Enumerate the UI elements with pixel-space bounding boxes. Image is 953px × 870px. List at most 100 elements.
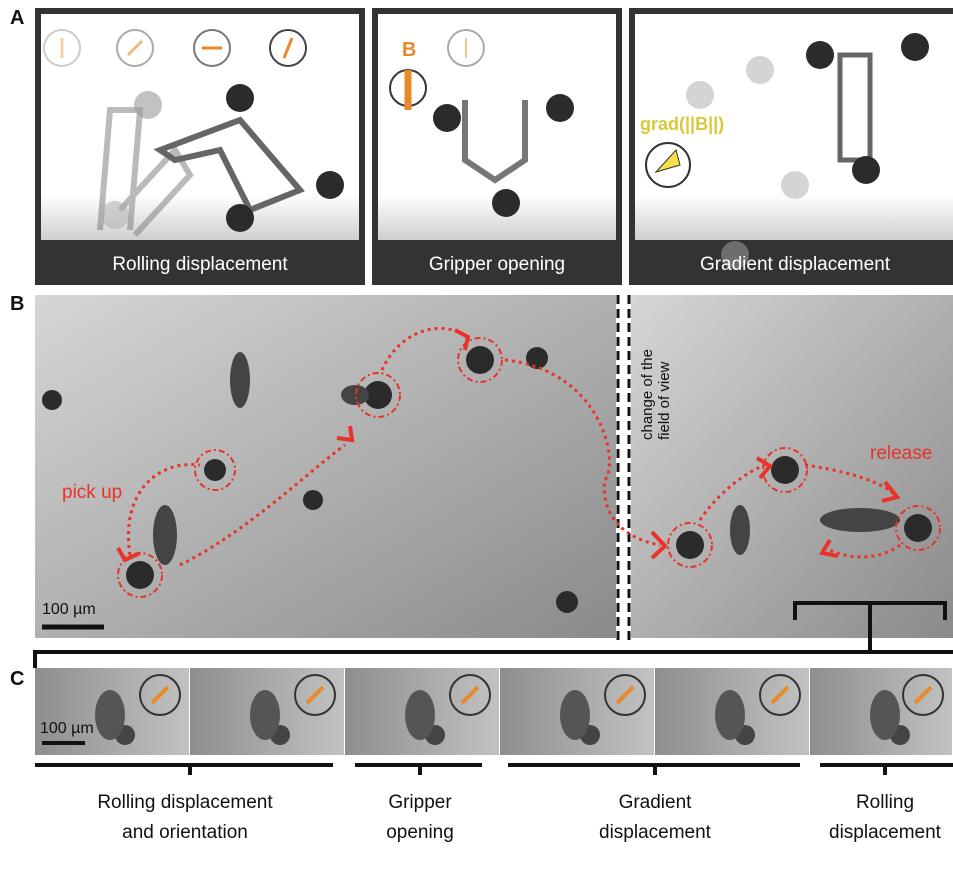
figure-shape [604, 674, 646, 716]
step-caption: opening [386, 822, 454, 843]
figure-shape [250, 690, 280, 740]
figure-shape [193, 29, 231, 67]
figure-shape [126, 39, 144, 57]
figure-shape [560, 690, 590, 740]
step-caption: displacement [829, 822, 942, 843]
figure-shape [179, 443, 346, 567]
figure-shape [460, 685, 480, 705]
annotation: pick up [62, 482, 122, 503]
figure-shape [902, 674, 944, 716]
figure-shape [42, 346, 932, 613]
figure-shape [457, 337, 503, 383]
figure-shape [820, 508, 900, 532]
figure-shape [364, 381, 392, 409]
figure-shape [33, 601, 953, 668]
figure-shape [526, 347, 548, 369]
figure-shape [759, 674, 801, 716]
figure-shape [134, 91, 162, 119]
figure-shape [698, 463, 766, 521]
figure-shape [462, 100, 528, 184]
figure-shape [269, 29, 307, 67]
figure-shape [405, 690, 435, 740]
step-bars [35, 763, 953, 775]
figure-shape [895, 505, 941, 551]
figure-shape [43, 29, 81, 67]
figure-shape [153, 352, 900, 565]
micrograph-b [33, 295, 953, 668]
field-label: B [402, 39, 416, 61]
figure-shape [341, 385, 369, 405]
figure-shape [556, 591, 578, 613]
figure-shape [676, 531, 704, 559]
figure-shape [755, 456, 774, 480]
figure-shape [97, 107, 194, 238]
figure-shape [781, 171, 809, 199]
gradient-label: grad(||B||) [640, 114, 724, 134]
view-change-note: field of view [656, 361, 673, 440]
figure-shape [116, 328, 901, 563]
figure-shape [433, 104, 461, 132]
figure-shape [806, 41, 834, 69]
figure-shape [654, 148, 681, 173]
scale-bar-label: 100 µm [42, 601, 96, 618]
figure-shape [226, 84, 254, 112]
figure-shape [305, 685, 325, 705]
figure-shape [139, 674, 181, 716]
figure-shape [226, 204, 254, 232]
panel-label: C [10, 668, 24, 690]
figure-shape [42, 390, 62, 410]
figure-shape [447, 29, 485, 67]
figure-shape [116, 29, 154, 67]
figure-shape [901, 33, 929, 61]
figure-shape [230, 352, 250, 408]
figure-shape [303, 490, 323, 510]
figure-shape [504, 358, 661, 547]
figure-shape [97, 107, 144, 231]
panel-label: B [10, 293, 24, 315]
figure-shape [454, 328, 471, 351]
step-caption: Gradient [619, 792, 693, 813]
figure-shape [715, 690, 745, 740]
figure-shape [101, 201, 129, 229]
figure-shape [204, 459, 226, 481]
figure-shape [730, 505, 750, 555]
figure-shape [116, 546, 141, 563]
figure-shape [870, 690, 900, 740]
step-caption: and orientation [122, 822, 248, 843]
figure-shape [466, 346, 494, 374]
caption: Gripper opening [429, 254, 565, 275]
step-caption: displacement [599, 822, 712, 843]
figure-shape [60, 37, 294, 59]
figure-shape [294, 674, 336, 716]
figure-shape [153, 505, 177, 565]
figure-shape [282, 37, 294, 59]
caption: Rolling displacement [112, 254, 288, 275]
figure-shape [127, 462, 201, 556]
figure-shape [41, 14, 359, 240]
annotation: release [870, 443, 932, 464]
figure-shape [818, 538, 839, 558]
figure-shape [615, 685, 635, 705]
figure-shape [852, 156, 880, 184]
step-caption: Rolling displacement [97, 792, 273, 813]
figure-shape [126, 561, 154, 589]
figure-shape [686, 56, 809, 269]
figure-shape [686, 81, 714, 109]
figure-shape [117, 145, 194, 238]
figure-shape [635, 14, 953, 240]
figure-shape [667, 522, 713, 568]
figure-shape [355, 372, 401, 418]
figure-shape [837, 52, 873, 163]
figure-shape [492, 189, 520, 217]
figure-shape [546, 94, 574, 122]
figure-shape [194, 449, 236, 491]
figure-shape [746, 56, 774, 84]
figure-shape [95, 690, 125, 740]
figure-shape [336, 425, 355, 443]
figure-shape [150, 685, 170, 705]
figure-shape [829, 543, 901, 559]
panel-a-frames: B grad(||B||) [35, 8, 953, 285]
step-caption: Gripper [388, 792, 452, 813]
step-caption: Rolling [856, 792, 914, 813]
